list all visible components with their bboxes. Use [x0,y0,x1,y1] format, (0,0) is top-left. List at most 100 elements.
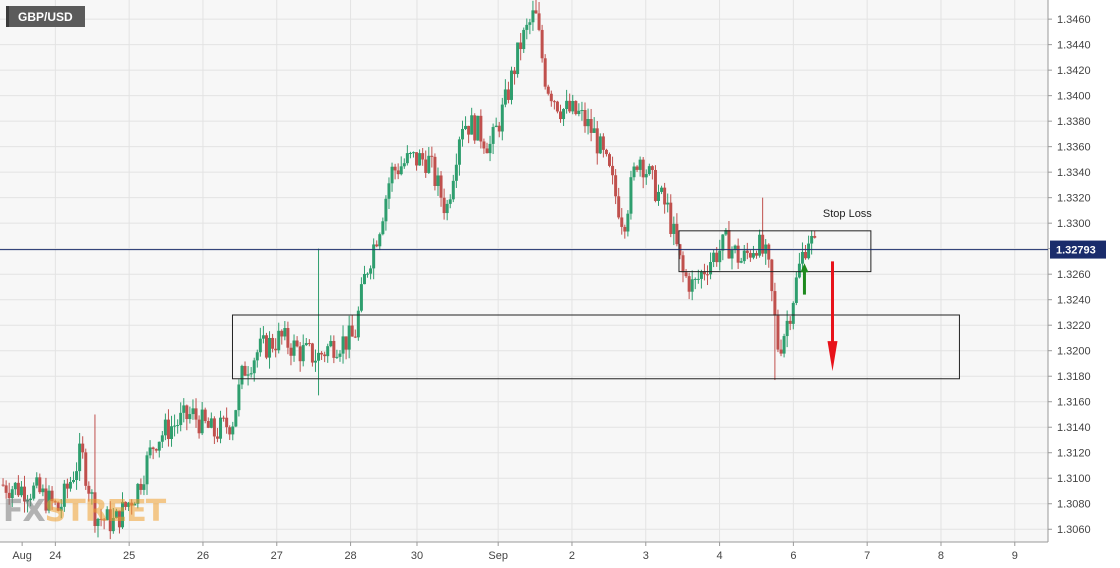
candle-body [405,153,409,164]
logo-street-text: STREET [44,494,167,529]
candle-body [813,235,817,238]
candle-body [304,343,308,346]
candle-body [415,152,419,166]
x-tick-label: 3 [643,550,649,562]
candle-body [565,100,569,110]
candle-body [626,213,630,232]
candle-body [194,408,198,420]
candle-body [173,425,177,427]
candle-body [758,234,762,256]
y-tick-label: 1.3080 [1057,499,1091,511]
candle-body [494,125,498,128]
candle-body [1,484,5,486]
x-tick-label: 30 [411,550,423,562]
fxstreet-logo: FXSTREET [3,494,167,529]
candle-body [124,501,128,507]
candle-body [555,101,559,112]
candle-body [516,42,520,75]
candle-body [653,169,657,201]
candle-body [528,22,532,25]
candle-body [366,273,370,275]
y-tick-label: 1.3140 [1057,422,1091,434]
y-tick-label: 1.3240 [1057,295,1091,307]
candle-body [525,24,529,30]
y-tick-label: 1.3440 [1057,40,1091,52]
candle-body [369,268,373,274]
candle-body [96,518,100,527]
candle-body [47,490,51,511]
candle-body [231,426,235,435]
candle-body [476,115,480,141]
candle-body [307,343,311,345]
candle-body [148,447,152,456]
candle-body [779,349,783,354]
candle-body [669,202,673,234]
candle-body [105,509,109,521]
candle-body [623,226,627,232]
y-tick-label: 1.3220 [1057,320,1091,332]
candle-body [320,352,324,355]
candle-body [29,498,33,501]
candle-body [200,409,204,434]
candle-body [568,100,572,112]
y-tick-label: 1.3380 [1057,116,1091,128]
x-tick-label: 25 [123,550,135,562]
candle-body [246,374,250,376]
candle-body [350,325,354,337]
candle-body [776,315,780,350]
candle-body [393,166,397,171]
candle-body [133,503,137,506]
candle-body [522,29,526,50]
candle-body [111,518,115,532]
candle-body [93,492,97,527]
candle-body [362,273,366,285]
candle-body [715,252,719,263]
candle-body [690,279,694,292]
candle-body [387,183,391,199]
candle-body [424,159,428,173]
candle-body [706,274,710,276]
candle-body [629,177,633,214]
y-tick-label: 1.3120 [1057,448,1091,460]
candle-body [800,251,804,264]
candle-body [188,414,192,420]
candle-body [439,175,443,198]
candle-body [329,340,333,347]
candle-body [601,136,605,150]
candle-body [323,354,327,357]
candle-body [663,187,667,205]
candle-body [804,251,808,259]
candle-body [359,284,363,311]
candle-body [356,310,360,338]
candle-body [807,243,811,259]
candle-body [540,29,544,59]
x-tick-label: 8 [938,550,944,562]
candle-body [537,13,541,30]
candle-body [228,427,232,435]
candle-body [672,223,676,234]
candle-body [739,261,743,263]
x-tick-label: 24 [49,550,61,562]
candle-body [136,483,140,504]
candle-body [212,418,216,437]
stop-loss-label: Stop Loss [823,208,872,220]
candle-body [794,277,798,303]
candle-body [23,486,27,502]
candle-body [467,125,471,135]
candle-body [788,320,792,324]
candle-body [675,223,679,245]
candle-body [712,252,716,262]
y-tick-label: 1.3400 [1057,91,1091,103]
candle-body [473,115,477,141]
candle-body [718,250,722,263]
candle-body [78,443,82,472]
candle-body [35,477,39,486]
candle-body [638,159,642,170]
candle-body [644,174,648,178]
candle-body [586,118,590,127]
down-arrow-head [827,341,838,372]
candle-body [176,425,180,427]
candle-body [724,230,728,235]
candle-body [408,153,412,155]
